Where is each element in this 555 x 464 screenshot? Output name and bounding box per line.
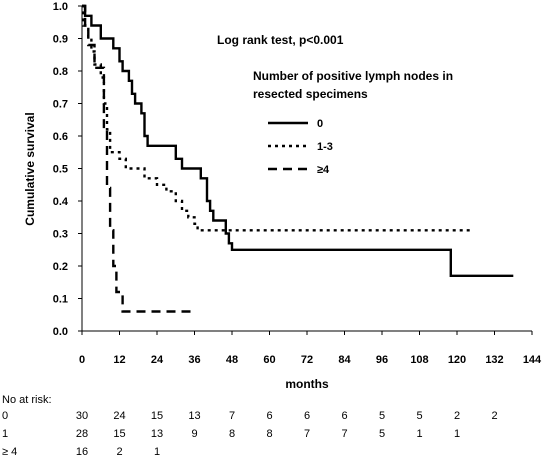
series-line-1	[82, 4, 514, 277]
risk-count-cell: 6	[341, 410, 347, 422]
risk-count-cell: 6	[266, 410, 272, 422]
y-tick-label: 0.9	[53, 34, 68, 46]
y-tick-label: 0.8	[53, 66, 68, 78]
risk-count-cell: 28	[76, 428, 88, 440]
x-tick-label: 48	[226, 354, 238, 366]
y-tick-label: 0.0	[53, 326, 68, 338]
y-tick-label: 1.0	[53, 1, 68, 13]
x-tick-label: 12	[113, 354, 125, 366]
risk-count-cell: 2	[454, 410, 460, 422]
risk-count-cell: 2	[116, 446, 122, 458]
risk-count-cell: 1	[154, 446, 160, 458]
x-tick-label: 132	[485, 354, 503, 366]
x-tick-label: 144	[523, 354, 542, 366]
x-tick-label: 108	[410, 354, 428, 366]
risk-count-cell: 8	[229, 428, 235, 440]
y-tick-label: 0.3	[53, 229, 68, 241]
x-tick-label: 96	[376, 354, 388, 366]
risk-count-cell: 15	[151, 410, 163, 422]
risk-row-label: 1	[2, 428, 8, 440]
y-axis-label: Cumulative survival	[23, 112, 37, 225]
risk-row-label: ≥ 4	[2, 446, 17, 458]
legend-label-1: 0	[317, 118, 323, 130]
y-tick-label: 0.4	[53, 196, 69, 208]
y-tick-label: 0.2	[53, 261, 68, 273]
x-tick-label: 72	[301, 354, 313, 366]
risk-count-cell: 24	[113, 410, 125, 422]
y-tick-label: 0.7	[53, 99, 68, 111]
risk-count-cell: 5	[379, 410, 385, 422]
x-tick-label: 120	[448, 354, 466, 366]
risk-count-cell: 1	[416, 428, 422, 440]
x-tick-label: 0	[79, 354, 85, 366]
legend-title-line: resected specimens	[253, 87, 368, 101]
risk-count-cell: 16	[76, 446, 88, 458]
legend-label-2: 1-3	[317, 141, 333, 153]
risk-count-cell: 13	[188, 410, 200, 422]
risk-count-cell: 7	[341, 428, 347, 440]
legend-title-line: Number of positive lymph nodes in	[253, 69, 453, 83]
y-tick-label: 0.6	[53, 131, 68, 143]
x-tick-label: 84	[338, 354, 351, 366]
x-tick-label: 60	[263, 354, 275, 366]
risk-count-cell: 1	[454, 428, 460, 440]
risk-count-cell: 15	[113, 428, 125, 440]
series-line-3	[82, 4, 192, 313]
x-tick-label: 36	[188, 354, 200, 366]
risk-count-cell: 6	[304, 410, 310, 422]
y-tick-label: 0.5	[53, 164, 68, 176]
x-axis-label: months	[285, 377, 329, 391]
risk-count-cell: 9	[191, 428, 197, 440]
risk-count-cell: 13	[151, 428, 163, 440]
risk-count-cell: 5	[379, 428, 385, 440]
risk-table-title: No at risk:	[2, 394, 52, 406]
risk-count-cell: 2	[491, 410, 497, 422]
y-tick-label: 0.1	[53, 294, 68, 306]
risk-count-cell: 30	[76, 410, 88, 422]
x-tick-label: 24	[151, 354, 164, 366]
legend-label-3: ≥4	[317, 164, 330, 176]
risk-count-cell: 8	[266, 428, 272, 440]
series-line-2	[82, 4, 473, 232]
risk-count-cell: 7	[304, 428, 310, 440]
risk-count-cell: 7	[229, 410, 235, 422]
log-rank-annotation: Log rank test, p<0.001	[217, 33, 344, 47]
risk-row-label: 0	[2, 410, 8, 422]
risk-count-cell: 5	[416, 410, 422, 422]
